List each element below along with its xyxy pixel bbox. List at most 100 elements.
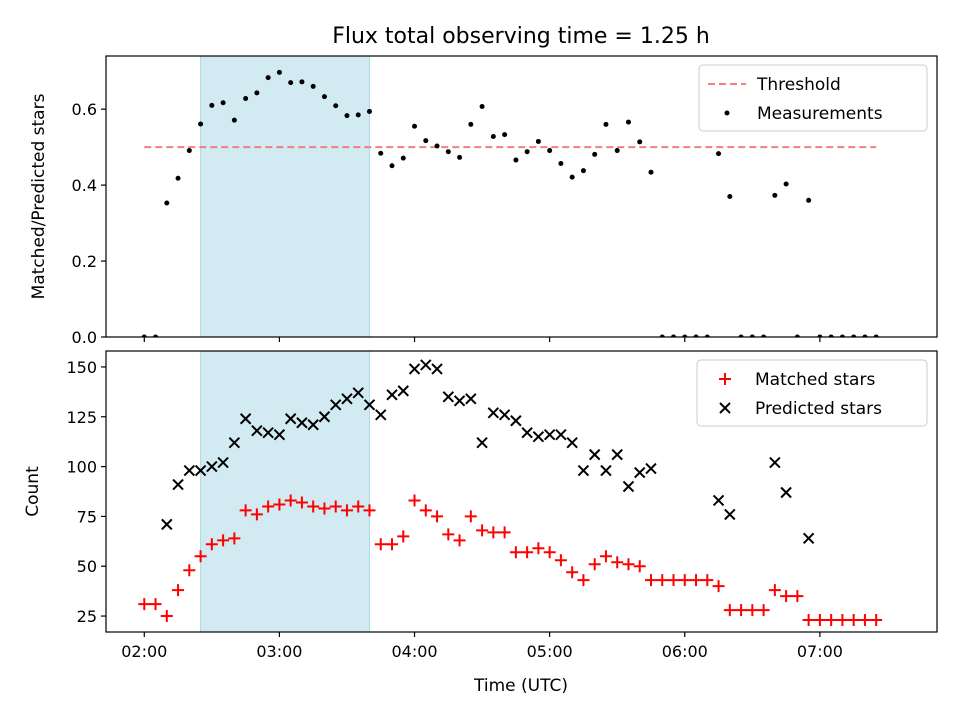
x-tick-label: 07:00 xyxy=(797,642,843,661)
x-tick-label: 05:00 xyxy=(527,642,573,661)
measurements-point xyxy=(682,334,688,337)
x-tick-label: 04:00 xyxy=(391,642,437,661)
predicted-stars-point xyxy=(194,464,207,477)
predicted-stars-point xyxy=(341,393,353,405)
matched-stars-point xyxy=(295,496,308,509)
measurements-point xyxy=(265,75,271,81)
x-tick-label: 03:00 xyxy=(256,642,302,661)
matched-stars-point xyxy=(611,556,624,569)
legend-entry-label: Measurements xyxy=(757,104,883,124)
predicted-stars-point xyxy=(588,448,601,461)
predicted-stars-point xyxy=(645,462,657,475)
bottom-panel: 25 50 75 100 125 150 02:00 03:00 04:00 05:00 06:00… xyxy=(23,350,938,661)
matched-stars-point xyxy=(532,542,545,555)
matched-stars-point xyxy=(318,502,331,515)
y-tick-label: 25 xyxy=(77,607,97,626)
measurements-point xyxy=(614,148,620,154)
bottom-axes-frame xyxy=(105,350,938,633)
bottom-markers xyxy=(138,359,883,627)
matched-stars-point xyxy=(667,574,680,587)
measurements-point xyxy=(558,160,564,166)
matched-stars-point xyxy=(442,528,455,541)
measurements-point xyxy=(625,119,631,125)
predicted-stars-point xyxy=(622,480,635,493)
matched-stars-point xyxy=(858,614,871,627)
measurements-point xyxy=(412,123,418,129)
matched-stars-point xyxy=(172,584,185,597)
matched-stars-point xyxy=(262,500,275,513)
matched-stars-point xyxy=(543,546,556,559)
measurements-point xyxy=(457,154,463,160)
matched-stars-point xyxy=(791,590,804,603)
matched-stars-point xyxy=(250,508,263,521)
measurements-point xyxy=(749,334,755,337)
measurements-point xyxy=(490,134,496,140)
measurements-point xyxy=(547,148,553,154)
matched-stars-point xyxy=(802,614,815,627)
predicted-stars-point xyxy=(420,359,432,371)
predicted-stars-point xyxy=(228,436,241,449)
predicted-stars-point xyxy=(251,425,263,437)
matched-stars-point xyxy=(397,530,410,543)
top-markers xyxy=(141,69,879,337)
measurements-point xyxy=(580,168,586,174)
predicted-stars-point xyxy=(780,486,792,499)
matched-stars-point xyxy=(476,524,489,537)
y-axis-label: Matched/Predicted stars xyxy=(29,93,49,299)
matched-stars-point xyxy=(825,614,838,627)
matched-stars-point xyxy=(746,604,759,617)
y-tick-label: 0.2 xyxy=(72,252,97,271)
matched-stars-point xyxy=(644,574,657,587)
measurements-point xyxy=(862,334,868,337)
predicted-stars-point xyxy=(262,427,274,439)
matched-stars-point xyxy=(633,560,646,573)
measurements-point xyxy=(828,334,834,337)
chart-title: Flux total observing time = 1.25 h xyxy=(332,24,710,49)
measurements-point xyxy=(186,148,192,154)
matched-stars-point xyxy=(374,538,387,551)
predicted-stars-point xyxy=(510,415,522,427)
measurements-point xyxy=(873,334,879,337)
measurements-point xyxy=(851,334,857,337)
measurements-point xyxy=(659,334,665,337)
predicted-stars-point xyxy=(453,395,466,407)
y-tick-label: 75 xyxy=(77,507,97,526)
predicted-stars-point xyxy=(363,399,376,411)
highlight-span xyxy=(200,350,370,633)
predicted-stars-point xyxy=(284,413,297,425)
measurements-point xyxy=(299,79,305,85)
matched-stars-point xyxy=(678,574,691,587)
measurements-point xyxy=(513,157,519,163)
measurements-point xyxy=(333,103,339,109)
predicted-stars-point xyxy=(172,478,184,491)
predicted-stars-point xyxy=(521,427,533,439)
measurements-point xyxy=(254,90,260,96)
measurements-point xyxy=(524,149,530,155)
legend-predicted-stars-swatch xyxy=(719,402,731,414)
measurements-point xyxy=(727,194,733,199)
predicted-stars-point xyxy=(498,409,511,421)
matched-stars-point xyxy=(780,590,793,603)
measurements-point xyxy=(231,117,237,123)
predicted-stars-point xyxy=(543,428,556,441)
matched-stars-point xyxy=(577,574,590,587)
y-tick-label: 0.4 xyxy=(72,176,97,195)
predicted-stars-point xyxy=(442,391,455,403)
matched-stars-point xyxy=(149,598,162,611)
measurements-point xyxy=(389,163,395,169)
matched-stars-point xyxy=(723,604,736,617)
measurements-point xyxy=(761,334,767,337)
series-predicted-stars xyxy=(161,359,815,545)
matched-stars-point xyxy=(307,500,320,513)
matched-stars-point xyxy=(138,598,151,611)
matched-stars-point xyxy=(701,574,714,587)
measurements-point xyxy=(716,151,722,157)
measurements-point xyxy=(502,132,508,138)
predicted-stars-point xyxy=(397,385,409,397)
x-tick-label: 02:00 xyxy=(121,642,167,661)
predicted-stars-point xyxy=(352,387,364,399)
highlight-span xyxy=(200,55,370,338)
predicted-stars-point xyxy=(206,460,218,473)
y-tick-label: 100 xyxy=(66,458,97,477)
y-tick-label: 150 xyxy=(66,358,97,377)
